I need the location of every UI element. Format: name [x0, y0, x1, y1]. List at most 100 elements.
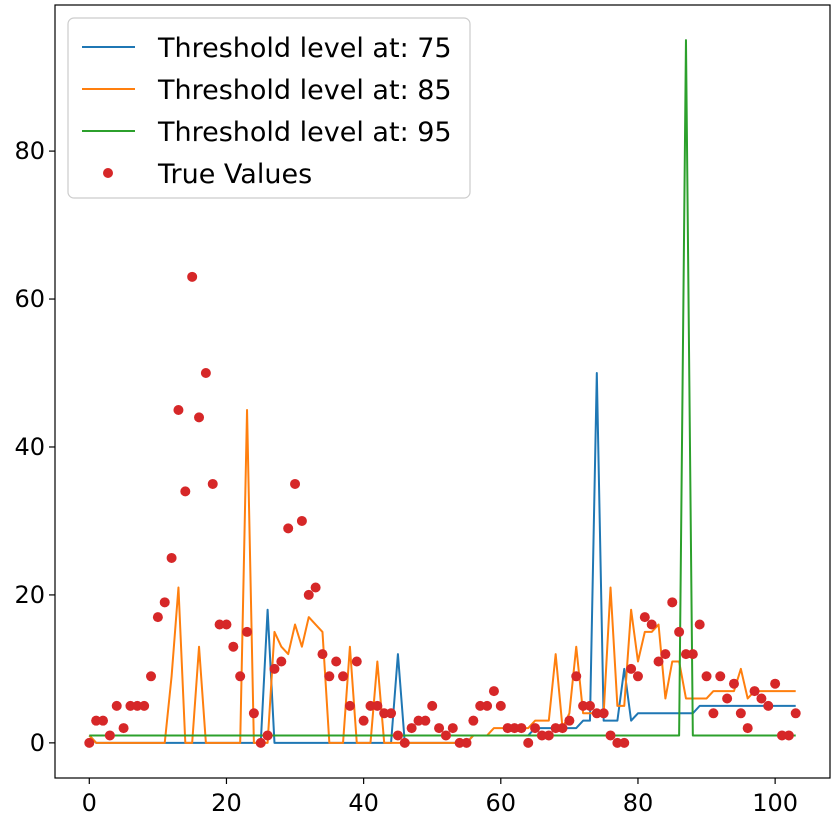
legend-label-true-values: True Values [157, 159, 312, 190]
true-value-point [125, 700, 136, 711]
true-value-point [276, 656, 287, 667]
true-value-point [399, 737, 410, 748]
true-value-point [578, 700, 589, 711]
true-value-point [584, 700, 595, 711]
true-value-point [118, 723, 129, 734]
axes-frame [54, 4, 831, 779]
true-value-point [447, 723, 458, 734]
true-value-point [248, 708, 259, 719]
true-value-point [146, 671, 157, 682]
true-value-point [653, 656, 664, 667]
legend-box [67, 17, 471, 199]
true-value-point [488, 686, 499, 697]
series-line-threshold-level-at-85 [88, 408, 796, 744]
true-value-point [646, 619, 657, 630]
true-value-point [427, 700, 438, 711]
true-value-point [187, 271, 198, 282]
y-tick-label: 20 [14, 581, 45, 609]
true-value-point [639, 612, 650, 623]
true-value-point [420, 715, 431, 726]
x-axis: 0 20 40 60 80 100 [82, 778, 798, 817]
true-value-point [495, 700, 506, 711]
true-value-point [173, 404, 184, 415]
true-value-point [372, 700, 383, 711]
true-value-point [262, 730, 273, 741]
true-value-point [392, 730, 403, 741]
true-value-point [543, 730, 554, 741]
true-value-point [413, 715, 424, 726]
true-value-point [530, 723, 541, 734]
legend: Threshold level at: 75 Threshold level at… [67, 17, 471, 199]
x-tick-label: 0 [82, 789, 97, 817]
true-value-point [694, 619, 705, 630]
true-value-point [242, 626, 253, 637]
x-tick-label: 60 [486, 789, 517, 817]
true-value-point [255, 737, 266, 748]
true-value-point [180, 486, 191, 497]
true-value-point [680, 649, 691, 660]
y-tick-label: 60 [14, 285, 45, 313]
true-value-point [516, 723, 527, 734]
legend-label-threshold-level-at-75: Threshold level at: 75 [157, 33, 452, 64]
true-value-point [790, 708, 801, 719]
true-value-point [194, 412, 205, 423]
true-value-point [365, 700, 376, 711]
true-value-point [708, 708, 719, 719]
true-value-point [667, 597, 678, 608]
true-value-point [310, 582, 321, 593]
true-value-point [139, 700, 150, 711]
true-value-point [591, 708, 602, 719]
true-value-point [159, 597, 170, 608]
true-value-point [612, 737, 623, 748]
true-value-point [228, 641, 239, 652]
true-value-point [763, 700, 774, 711]
y-tick-label: 40 [14, 433, 45, 461]
true-value-point [214, 619, 225, 630]
true-value-point [235, 671, 246, 682]
true-value-point [207, 478, 218, 489]
true-value-point [770, 678, 781, 689]
true-value-point [111, 700, 122, 711]
true-value-point [626, 663, 637, 674]
true-value-point [166, 552, 177, 563]
true-value-point [358, 715, 369, 726]
true-value-point [303, 589, 314, 600]
y-tick-label: 80 [14, 137, 45, 165]
y-tick-label: 0 [30, 729, 45, 757]
data-points [84, 271, 801, 748]
true-value-point [434, 723, 445, 734]
true-value-point [468, 715, 479, 726]
true-value-point [84, 737, 95, 748]
y-axis: 0 20 40 60 80 [14, 137, 55, 757]
x-tick-label: 20 [211, 789, 242, 817]
x-tick-label: 100 [752, 789, 798, 817]
true-value-point [619, 737, 630, 748]
true-value-point [152, 612, 163, 623]
true-value-point [660, 649, 671, 660]
true-value-point [482, 700, 493, 711]
true-value-point [461, 737, 472, 748]
true-value-point [344, 700, 355, 711]
true-value-point [722, 693, 733, 704]
legend-label-threshold-level-at-85: Threshold level at: 85 [157, 75, 452, 106]
true-value-point [776, 730, 787, 741]
true-value-point [331, 656, 342, 667]
legend-label-threshold-level-at-95: Threshold level at: 95 [157, 117, 452, 148]
true-value-point [571, 671, 582, 682]
x-tick-label: 80 [623, 789, 654, 817]
true-value-point [564, 715, 575, 726]
true-value-point [454, 737, 465, 748]
true-value-point [783, 730, 794, 741]
true-value-point [440, 730, 451, 741]
legend-swatch-true-values [103, 168, 113, 178]
true-value-point [536, 730, 547, 741]
true-value-point [296, 515, 307, 526]
true-value-point [756, 693, 767, 704]
true-value-point [749, 686, 760, 697]
true-value-point [386, 708, 397, 719]
true-value-point [509, 723, 520, 734]
true-value-point [406, 723, 417, 734]
true-value-point [91, 715, 102, 726]
true-value-point [715, 671, 726, 682]
